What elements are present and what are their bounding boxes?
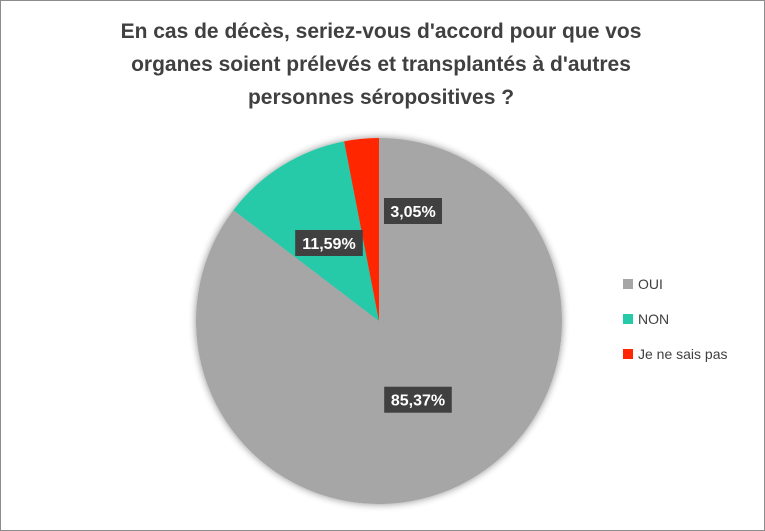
legend-item-oui: OUI: [623, 275, 728, 293]
legend-item-non: NON: [623, 310, 728, 328]
data-label-text-ne-sais-pas: 3,05%: [390, 204, 435, 221]
chart-title-line-1: En cas de décès, seriez-vous d'accord po…: [120, 20, 642, 43]
chart-title-line-3: personnes séropositives ?: [247, 86, 515, 109]
data-label-non: 11,59%: [295, 230, 363, 256]
data-label-ne-sais-pas: 3,05%: [384, 198, 442, 224]
legend-item-ne-sais-pas: Je ne sais pas: [623, 345, 728, 363]
chart-legend: OUI NON Je ne sais pas: [623, 275, 728, 380]
legend-label-non: NON: [638, 311, 670, 327]
pie-slice-ne-sais-pas: [344, 138, 379, 321]
legend-swatch-ne-sais-pas: [623, 349, 633, 359]
data-label-text-oui: 85,37%: [391, 393, 445, 410]
legend-label-ne-sais-pas: Je ne sais pas: [638, 346, 728, 362]
data-label-text-non: 11,59%: [302, 236, 355, 253]
legend-swatch-non: [623, 314, 633, 324]
data-label-box-oui: [384, 386, 452, 413]
chart-title: En cas de décès, seriez-vous d'accord po…: [61, 15, 701, 114]
chart-title-line-2: organes soient prélevés et transplantés …: [131, 53, 631, 76]
legend-label-oui: OUI: [638, 276, 663, 292]
data-label-box-non: [295, 230, 363, 256]
data-label-oui: 85,37%: [384, 386, 452, 413]
legend-swatch-oui: [623, 279, 633, 289]
data-label-box-ne-sais-pas: [384, 198, 442, 224]
